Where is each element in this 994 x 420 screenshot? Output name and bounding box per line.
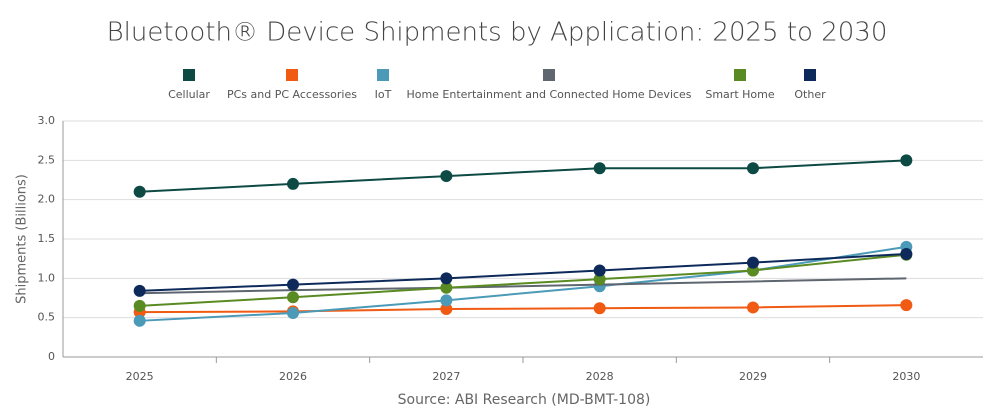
series-line (139, 253, 907, 307)
legend-swatch (377, 69, 389, 81)
point (133, 314, 146, 327)
legend-label: Cellular (168, 88, 210, 101)
legend-swatch (734, 69, 746, 81)
point (593, 273, 606, 286)
x-tick-label: 2028 (586, 370, 614, 383)
point (440, 303, 453, 316)
point (287, 177, 299, 190)
legend-swatch (183, 69, 195, 81)
source: Source: ABI Research (MD-BMT-108) (398, 392, 651, 408)
point (593, 162, 606, 175)
y-axis-title: Shipments (Billions) (15, 174, 30, 304)
point (440, 170, 453, 183)
point (287, 278, 299, 291)
point (747, 301, 759, 314)
legend-swatch (804, 69, 816, 81)
point (440, 272, 453, 285)
legend-swatch (543, 69, 555, 81)
point (593, 302, 606, 315)
point (133, 284, 146, 297)
y-tick-label: 3.0 (38, 114, 56, 127)
y-tick-label: 0 (48, 350, 55, 363)
series-line (139, 304, 907, 314)
point (900, 154, 913, 167)
x-tick-label: 2030 (892, 370, 920, 383)
point (287, 306, 299, 319)
y-tick-label: 1.0 (38, 271, 56, 284)
point (133, 299, 146, 312)
y-tick-label: 2.5 (38, 153, 56, 166)
chart-title: Bluetooth® Device Shipments by Applicati… (107, 18, 888, 48)
point (440, 281, 453, 294)
point (133, 185, 146, 198)
point (747, 256, 759, 269)
point (900, 247, 913, 260)
series-line (139, 277, 907, 295)
legend-label: Home Entertainment and Connected Home De… (406, 88, 691, 101)
x-tick-label: 2027 (432, 370, 460, 383)
point (287, 291, 299, 304)
y-tick-label: 2.0 (38, 193, 56, 206)
point (593, 264, 606, 277)
legend-label: PCs and PC Accessories (227, 88, 357, 101)
y-tick-label: 1.5 (38, 232, 56, 245)
x-tick-label: 2026 (279, 370, 307, 383)
x-tick-label: 2025 (126, 370, 154, 383)
y-tick-label: 0.5 (38, 311, 56, 324)
point (900, 299, 913, 312)
legend-label: Other (794, 88, 826, 101)
legend-label: Smart Home (705, 88, 774, 101)
legend-label: IoT (375, 88, 392, 101)
x-tick-label: 2029 (739, 370, 767, 383)
series-line (139, 159, 907, 193)
series-line (139, 252, 907, 292)
point (747, 162, 759, 175)
point (440, 294, 453, 307)
series-line (139, 245, 907, 322)
legend-swatch (286, 69, 298, 81)
